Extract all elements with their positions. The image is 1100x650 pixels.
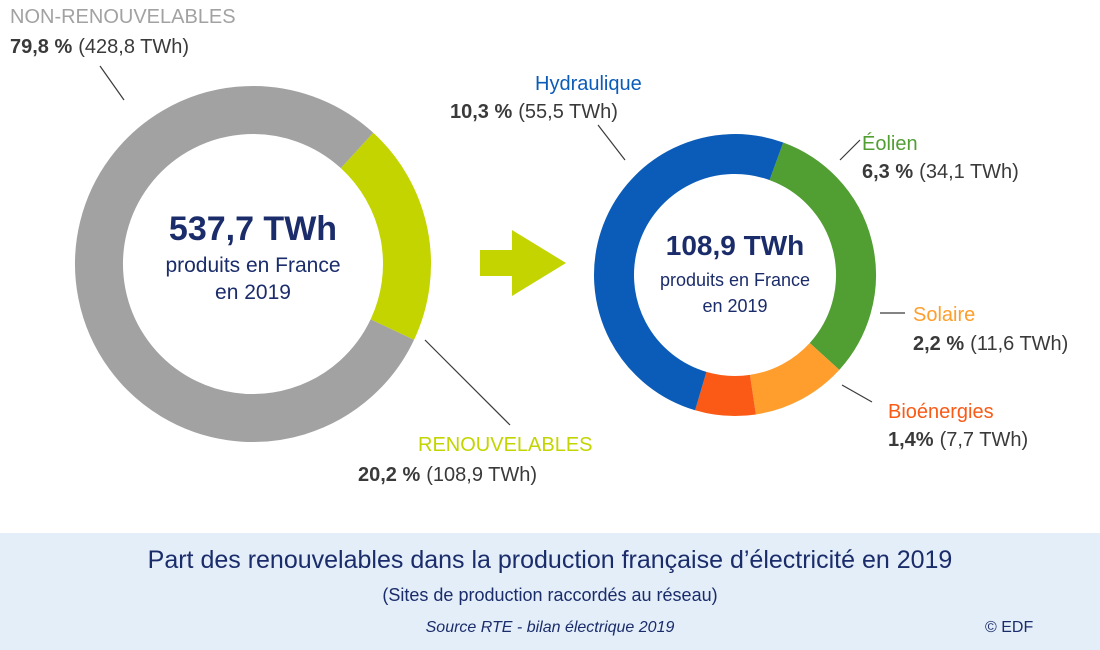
label-solaire-percent: 2,2 % (913, 333, 964, 355)
caption-title: Part des renouvelables dans la productio… (147, 546, 953, 574)
right-center-total: 108,9 TWh (666, 230, 804, 261)
label-bioenergies-name: Bioénergies (888, 401, 994, 423)
slice-eolien (769, 142, 876, 370)
leader-line-renewable (424, 339, 511, 426)
label-renewable-twh: (108,9 TWh) (426, 464, 537, 486)
label-non-renewable-twh: (428,8 TWh) (78, 36, 189, 58)
slice-non-renewable (75, 86, 415, 442)
label-bioenergies-twh: (7,7 TWh) (940, 429, 1029, 451)
label-eolien-percent: 6,3 % (862, 161, 913, 183)
label-eolien-twh: (34,1 TWh) (919, 161, 1019, 183)
left-center-line2: en 2019 (215, 281, 291, 304)
right-center-line1: produits en France (660, 270, 810, 290)
label-non-renewable-name: NON-RENOUVELABLES (10, 6, 236, 28)
renewables-donut-charts: 537,7 TWh produits en France en 2019 108… (10, 6, 1068, 486)
caption-subtitle: (Sites de production raccordés au réseau… (382, 585, 718, 605)
leader-line-eolien (839, 139, 861, 161)
label-non-renewable-percent: 79,8 % (10, 36, 72, 58)
left-center-line1: produits en France (165, 254, 340, 277)
left-center-total: 537,7 TWh (169, 210, 337, 248)
slice-solaire (749, 342, 840, 415)
label-renewable-name: RENOUVELABLES (418, 434, 593, 456)
label-renewable-values: 20,2 % (108,9 TWh) (358, 464, 537, 486)
copyright-notice: © EDF (985, 619, 1034, 636)
caption-panel: Part des renouvelables dans la productio… (0, 533, 1100, 650)
label-solaire-name: Solaire (913, 304, 975, 326)
label-bioenergies-percent: 1,4% (888, 429, 934, 451)
leader-line-hydraulique (597, 124, 626, 161)
slice-renewable (340, 132, 431, 340)
label-renewable-percent: 20,2 % (358, 464, 420, 486)
leader-line-bioenergies (841, 384, 873, 403)
label-non-renewable-values: 79,8 % (428,8 TWh) (10, 36, 189, 58)
label-bioenergies-values: 1,4% (7,7 TWh) (888, 429, 1028, 451)
label-hydraulique-percent: 10,3 % (450, 101, 512, 123)
right-center-line2: en 2019 (702, 296, 767, 316)
label-solaire-values: 2,2 % (11,6 TWh) (913, 333, 1068, 355)
label-hydraulique-values: 10,3 % (55,5 TWh) (450, 101, 618, 123)
slice-hydraulique (594, 134, 784, 411)
label-hydraulique-twh: (55,5 TWh) (518, 101, 618, 123)
arrow-icon (480, 230, 566, 296)
slice-bioenergies (695, 371, 756, 416)
label-eolien-values: 6,3 % (34,1 TWh) (862, 161, 1019, 183)
donut-total-production (75, 86, 431, 442)
donut-renewables-breakdown (594, 134, 876, 416)
label-eolien-name: Éolien (862, 132, 918, 155)
leader-line-non-renewable (99, 65, 125, 101)
caption-source: Source RTE - bilan électrique 2019 (425, 619, 675, 636)
label-solaire-twh: (11,6 TWh) (970, 333, 1068, 355)
label-hydraulique-name: Hydraulique (535, 73, 642, 95)
